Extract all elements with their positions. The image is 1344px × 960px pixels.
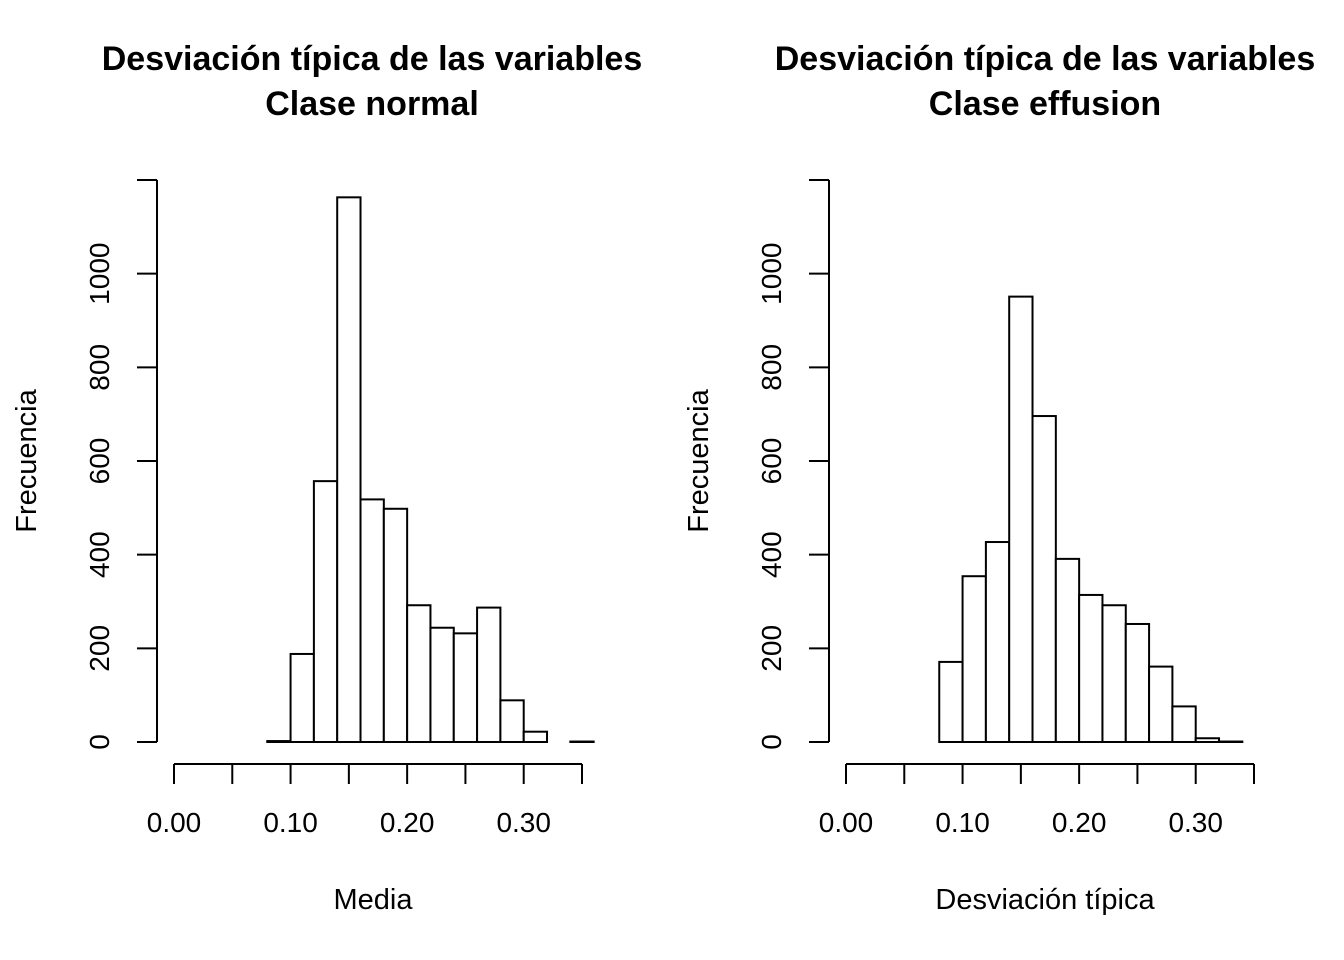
chart-title-line1: Desviación típica de las variables [102, 40, 643, 78]
histogram-bar [336, 196, 362, 744]
histogram-panel-normal: Desviación típica de las variables Clase… [11, 40, 642, 916]
histogram-bar [382, 507, 409, 743]
histogram-bar [289, 652, 315, 743]
y-tick-label: 600 [756, 438, 787, 485]
histogram-bar [1148, 665, 1174, 743]
histogram-bar [1171, 705, 1197, 744]
y-tick-label: 1000 [756, 243, 787, 305]
histogram-bar [1008, 295, 1034, 743]
histogram-bar [312, 480, 339, 743]
x-axis: 0.00 0.10 0.20 0.30 [819, 763, 1255, 838]
x-axis-label: Desviación típica [935, 884, 1155, 916]
y-tick-label: 0 [84, 734, 115, 750]
x-axis: 0.00 0.10 0.20 0.30 [147, 763, 583, 838]
x-tick-label: 0.20 [1052, 807, 1107, 838]
histogram-panel-effusion: Desviación típica de las variables Clase… [683, 40, 1315, 916]
histogram-bar [984, 541, 1011, 743]
y-tick-label: 1000 [84, 243, 115, 305]
bars [938, 295, 1244, 744]
x-tick-label: 0.30 [496, 807, 551, 838]
chart-title-line1: Desviación típica de las variables [775, 40, 1316, 78]
y-axis: 0 200 400 600 800 1000 [84, 179, 158, 750]
y-tick-label: 800 [756, 344, 787, 391]
histogram-bar [1078, 593, 1104, 744]
y-tick-label: 400 [756, 531, 787, 578]
x-tick-label: 0.10 [263, 807, 318, 838]
histogram-bar [1054, 557, 1081, 743]
histogram-bar [1031, 415, 1057, 743]
x-axis-label: Media [334, 884, 414, 916]
histogram-bar [406, 604, 432, 743]
histogram-bar [266, 740, 292, 744]
chart-title-line2: Clase normal [265, 85, 479, 123]
histogram-bar [476, 606, 502, 743]
histogram-bar [1101, 604, 1127, 743]
y-axis-label: Frecuencia [11, 388, 43, 532]
histogram-bar [429, 626, 455, 744]
x-tick-label: 0.00 [819, 807, 874, 838]
histogram-bar [499, 699, 525, 744]
y-axis-label: Frecuencia [683, 388, 715, 532]
y-tick-label: 200 [84, 625, 115, 672]
y-tick-label: 400 [84, 531, 115, 578]
histogram-bar [938, 660, 964, 743]
chart-title-line2: Clase effusion [929, 85, 1161, 123]
y-tick-label: 200 [756, 625, 787, 672]
histogram-bar [961, 575, 987, 744]
x-tick-label: 0.20 [380, 807, 435, 838]
x-tick-label: 0.00 [147, 807, 202, 838]
bars [266, 196, 595, 744]
histogram-bar [452, 632, 479, 744]
y-tick-label: 0 [756, 734, 787, 750]
x-tick-label: 0.10 [935, 807, 990, 838]
y-axis: 0 200 400 600 800 1000 [756, 179, 830, 750]
histogram-bar [522, 730, 549, 743]
histogram-bar [1124, 622, 1151, 743]
histogram-bar [359, 498, 385, 743]
y-tick-label: 600 [84, 438, 115, 485]
y-tick-label: 800 [84, 344, 115, 391]
histogram-bar [1194, 737, 1221, 744]
x-tick-label: 0.30 [1168, 807, 1223, 838]
